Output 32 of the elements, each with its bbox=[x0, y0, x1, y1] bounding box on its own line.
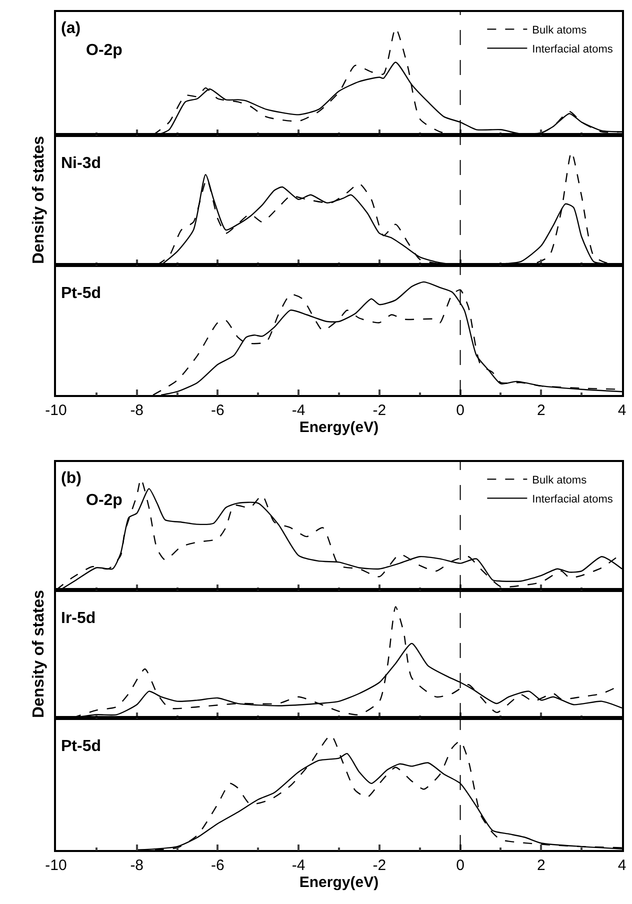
x-tick-label: -4 bbox=[292, 402, 306, 419]
annotation: O-2p bbox=[86, 492, 123, 509]
x-tick-label: -2 bbox=[372, 402, 386, 419]
x-tick-label: 0 bbox=[456, 856, 464, 874]
annotation: (b) bbox=[61, 470, 82, 487]
x-tick-label: -2 bbox=[372, 856, 386, 874]
x-tick-label: -6 bbox=[211, 856, 224, 874]
annotation: Pt-5d bbox=[61, 285, 101, 302]
y-axis-title: Density of states bbox=[30, 136, 48, 264]
x-tick-label: 2 bbox=[536, 856, 546, 874]
x-tick-label: -4 bbox=[292, 856, 306, 874]
x-tick-label: -10 bbox=[45, 402, 67, 419]
x-tick-label: -10 bbox=[45, 856, 67, 874]
annotation: Ir-5d bbox=[61, 610, 96, 627]
annotation: O-2p bbox=[86, 42, 123, 59]
annotation: (a) bbox=[61, 20, 81, 37]
legend-label: Bulk atoms bbox=[532, 474, 588, 486]
y-axis-title: Density of states bbox=[30, 590, 48, 718]
x-tick-label: -6 bbox=[211, 402, 224, 419]
x-tick-label: 0 bbox=[456, 402, 464, 419]
x-tick-label: 2 bbox=[536, 402, 546, 419]
annotation: Ni-3d bbox=[61, 155, 101, 172]
legend-label: Interfacial atoms bbox=[532, 44, 614, 56]
legend-label: Bulk atoms bbox=[532, 24, 588, 36]
x-tick-label: -8 bbox=[130, 402, 144, 419]
x-tick-label: -8 bbox=[130, 856, 144, 874]
x-tick-label: 4 bbox=[618, 402, 626, 419]
legend-label: Interfacial atoms bbox=[532, 494, 614, 506]
x-axis-title: Energy(eV) bbox=[299, 874, 379, 891]
x-tick-label: 4 bbox=[618, 856, 626, 874]
x-axis-title: Energy(eV) bbox=[299, 418, 379, 436]
annotation: Pt-5d bbox=[61, 738, 101, 755]
